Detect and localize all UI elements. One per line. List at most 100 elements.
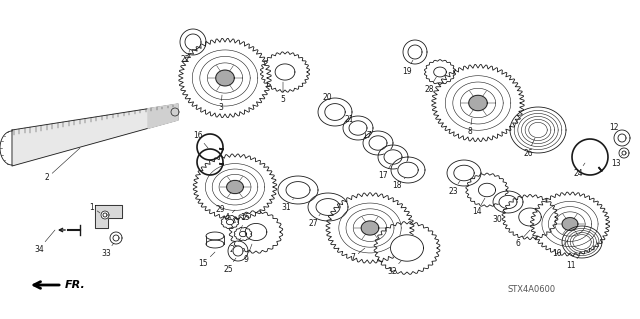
Polygon shape	[398, 162, 418, 178]
Polygon shape	[378, 145, 408, 169]
Polygon shape	[228, 241, 248, 261]
Text: 11: 11	[566, 255, 580, 271]
Polygon shape	[179, 39, 271, 118]
Polygon shape	[308, 193, 348, 221]
Polygon shape	[361, 221, 379, 235]
Polygon shape	[374, 222, 440, 274]
Polygon shape	[180, 29, 206, 55]
Text: 17: 17	[362, 130, 375, 143]
Text: 34: 34	[34, 230, 55, 254]
Polygon shape	[349, 121, 367, 135]
Polygon shape	[403, 40, 427, 64]
Text: 30: 30	[492, 207, 506, 224]
Text: FR.: FR.	[65, 280, 86, 290]
Polygon shape	[510, 107, 566, 153]
Polygon shape	[466, 173, 508, 207]
Polygon shape	[113, 235, 119, 241]
Text: 20: 20	[322, 93, 335, 112]
Text: 21: 21	[344, 115, 356, 128]
Polygon shape	[245, 223, 267, 241]
Polygon shape	[221, 215, 239, 229]
Polygon shape	[103, 213, 107, 217]
Text: 18: 18	[392, 177, 406, 190]
Text: 2: 2	[45, 148, 80, 182]
Polygon shape	[493, 191, 523, 213]
Text: 33: 33	[101, 243, 114, 257]
Polygon shape	[618, 134, 626, 142]
Polygon shape	[562, 218, 578, 230]
Text: 15: 15	[240, 213, 250, 232]
Polygon shape	[447, 160, 481, 186]
Polygon shape	[468, 95, 487, 111]
Polygon shape	[318, 98, 352, 126]
Polygon shape	[326, 193, 414, 263]
Polygon shape	[260, 52, 310, 92]
Text: 22: 22	[180, 50, 190, 63]
Polygon shape	[531, 192, 609, 256]
Polygon shape	[101, 211, 109, 219]
Text: 14: 14	[472, 198, 485, 217]
Polygon shape	[434, 67, 446, 77]
Text: 31: 31	[281, 196, 296, 211]
Text: 7: 7	[351, 248, 365, 263]
Polygon shape	[239, 231, 246, 237]
Text: 10: 10	[552, 240, 568, 257]
Text: 4: 4	[225, 210, 235, 222]
Polygon shape	[275, 64, 295, 80]
Polygon shape	[363, 131, 393, 155]
Text: 6: 6	[516, 230, 530, 248]
Polygon shape	[229, 211, 283, 253]
Polygon shape	[369, 136, 387, 150]
Polygon shape	[206, 240, 224, 248]
Polygon shape	[619, 148, 629, 158]
Text: 19: 19	[402, 60, 413, 76]
Polygon shape	[325, 104, 345, 120]
Text: 3: 3	[219, 95, 223, 113]
Text: 12: 12	[609, 123, 620, 138]
Polygon shape	[519, 208, 541, 226]
Polygon shape	[286, 182, 310, 198]
Polygon shape	[227, 219, 234, 225]
Text: 9: 9	[244, 244, 252, 264]
Polygon shape	[148, 104, 178, 128]
Text: 32: 32	[387, 260, 402, 276]
Text: 28: 28	[424, 76, 437, 93]
Polygon shape	[12, 104, 178, 166]
Polygon shape	[233, 246, 243, 256]
Text: 29: 29	[215, 205, 228, 222]
Polygon shape	[614, 130, 630, 146]
Polygon shape	[499, 196, 517, 209]
Text: 29: 29	[229, 238, 241, 254]
Text: 23: 23	[448, 178, 462, 196]
Polygon shape	[216, 70, 234, 86]
Polygon shape	[185, 34, 201, 50]
Polygon shape	[110, 232, 122, 244]
Text: 1: 1	[90, 203, 100, 213]
Polygon shape	[343, 116, 373, 140]
Polygon shape	[234, 227, 252, 241]
Text: 25: 25	[223, 258, 236, 273]
Polygon shape	[479, 183, 495, 197]
Polygon shape	[390, 235, 424, 261]
Polygon shape	[227, 181, 243, 194]
Text: 16: 16	[193, 131, 208, 148]
Polygon shape	[502, 195, 558, 239]
Text: 5: 5	[280, 82, 285, 105]
Text: 15: 15	[198, 252, 215, 269]
Text: 24: 24	[573, 163, 585, 177]
Polygon shape	[408, 45, 422, 59]
Polygon shape	[206, 232, 224, 240]
Polygon shape	[95, 205, 122, 228]
Polygon shape	[562, 226, 602, 258]
Polygon shape	[391, 157, 425, 183]
Text: 27: 27	[308, 212, 322, 227]
Polygon shape	[622, 151, 626, 155]
Text: 13: 13	[611, 155, 622, 167]
Polygon shape	[454, 165, 474, 181]
Text: 26: 26	[523, 138, 535, 158]
Polygon shape	[193, 154, 276, 220]
Polygon shape	[432, 64, 524, 141]
Polygon shape	[384, 150, 402, 164]
Text: STX4A0600: STX4A0600	[508, 286, 556, 294]
Text: 8: 8	[468, 118, 472, 137]
